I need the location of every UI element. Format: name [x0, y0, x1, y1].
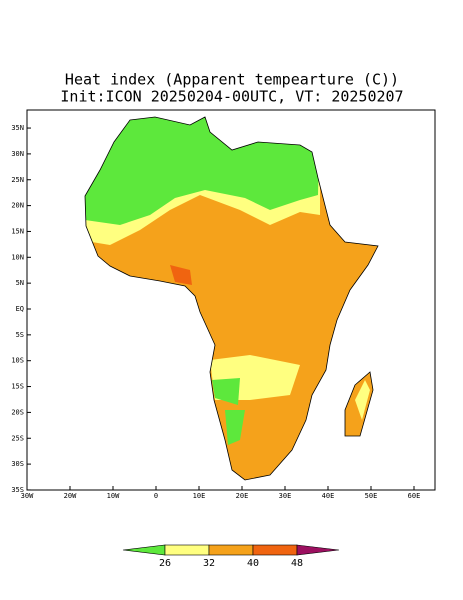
colorbar-low	[122, 544, 166, 556]
colorbar-high	[296, 544, 340, 556]
x-tick-label: 50E	[365, 492, 378, 500]
y-tick-label: 20S	[11, 408, 24, 416]
colorbar-label: 26	[159, 558, 171, 569]
title: Heat index (Apparent tempearture (C))	[65, 71, 399, 89]
y-tick-label: EQ	[16, 305, 24, 313]
y-tick-label: 15S	[11, 383, 24, 391]
y-tick-label: 30S	[11, 460, 24, 468]
field-hot	[170, 265, 192, 285]
y-tick-label: 10S	[11, 357, 24, 365]
x-tick-label: 10W	[107, 492, 120, 500]
madagascar-yellow	[355, 380, 370, 420]
x-tick-label: 20W	[64, 492, 77, 500]
x-tick-label: 20E	[236, 492, 249, 500]
colorbar: 26 32 40 48	[122, 544, 340, 569]
x-tick-label: 30W	[21, 492, 34, 500]
y-tick-label: 20N	[11, 202, 24, 210]
y-tick-label: 25N	[11, 176, 24, 184]
x-tick-label: 30E	[279, 492, 292, 500]
y-tick-label: 10N	[11, 253, 24, 261]
axes: 30W 20W 10W 0 10E 20E 30E 40E 50E 60E 35N 30N 25N 20N…	[11, 124, 420, 500]
colorbar-box	[208, 544, 254, 556]
y-tick-label: 25S	[11, 434, 24, 442]
subtitle: Init:ICON 20250204-00UTC, VT: 20250207	[60, 88, 403, 106]
y-tick-label: 35S	[11, 486, 24, 494]
colorbar-label: 40	[247, 558, 259, 569]
y-tick-label: 15N	[11, 227, 24, 235]
colorbar-box	[252, 544, 298, 556]
x-tick-label: 60E	[408, 492, 421, 500]
colorbar-label: 48	[291, 558, 303, 569]
y-tick-label: 30N	[11, 150, 24, 158]
x-tick-label: 40E	[322, 492, 335, 500]
field-green-south	[212, 378, 240, 405]
x-tick-label: 10E	[193, 492, 206, 500]
y-tick-label: 5N	[16, 279, 24, 287]
colorbar-box	[164, 544, 210, 556]
colorbar-label: 32	[203, 558, 215, 569]
field-green-sw	[225, 410, 245, 445]
y-tick-label: 5S	[16, 331, 24, 339]
x-tick-label: 0	[154, 492, 158, 500]
y-tick-label: 35N	[11, 124, 24, 132]
